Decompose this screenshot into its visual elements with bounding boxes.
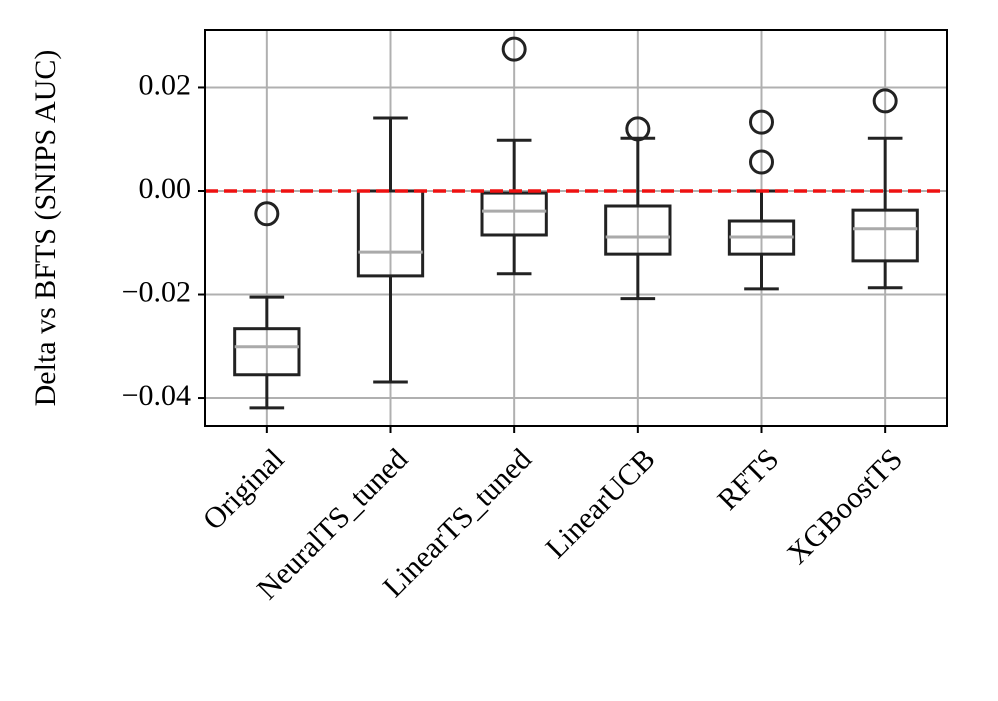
y-axis-label: Delta vs BFTS (SNIPS AUC) [29, 50, 62, 407]
flier [501, 36, 527, 62]
box [356, 189, 425, 278]
x-tick-label: RFTS [711, 442, 785, 516]
plot-frame [204, 29, 948, 427]
y-tick-label: 0.02 [139, 68, 192, 101]
x-tick-label: XGBoostTS [781, 442, 909, 570]
x-tick-label: LinearUCB [539, 442, 661, 564]
flier [254, 201, 280, 227]
flier [625, 116, 651, 142]
box [480, 191, 548, 237]
x-tick-label: Original [197, 442, 291, 536]
flier [749, 149, 774, 175]
y-tick-label: −0.04 [122, 379, 191, 412]
y-tick-label: 0.00 [139, 172, 192, 205]
box [851, 208, 919, 263]
flier [872, 88, 898, 114]
y-tick-label: −0.02 [122, 275, 191, 308]
box [233, 327, 301, 377]
flier [749, 109, 774, 135]
box [604, 204, 672, 256]
